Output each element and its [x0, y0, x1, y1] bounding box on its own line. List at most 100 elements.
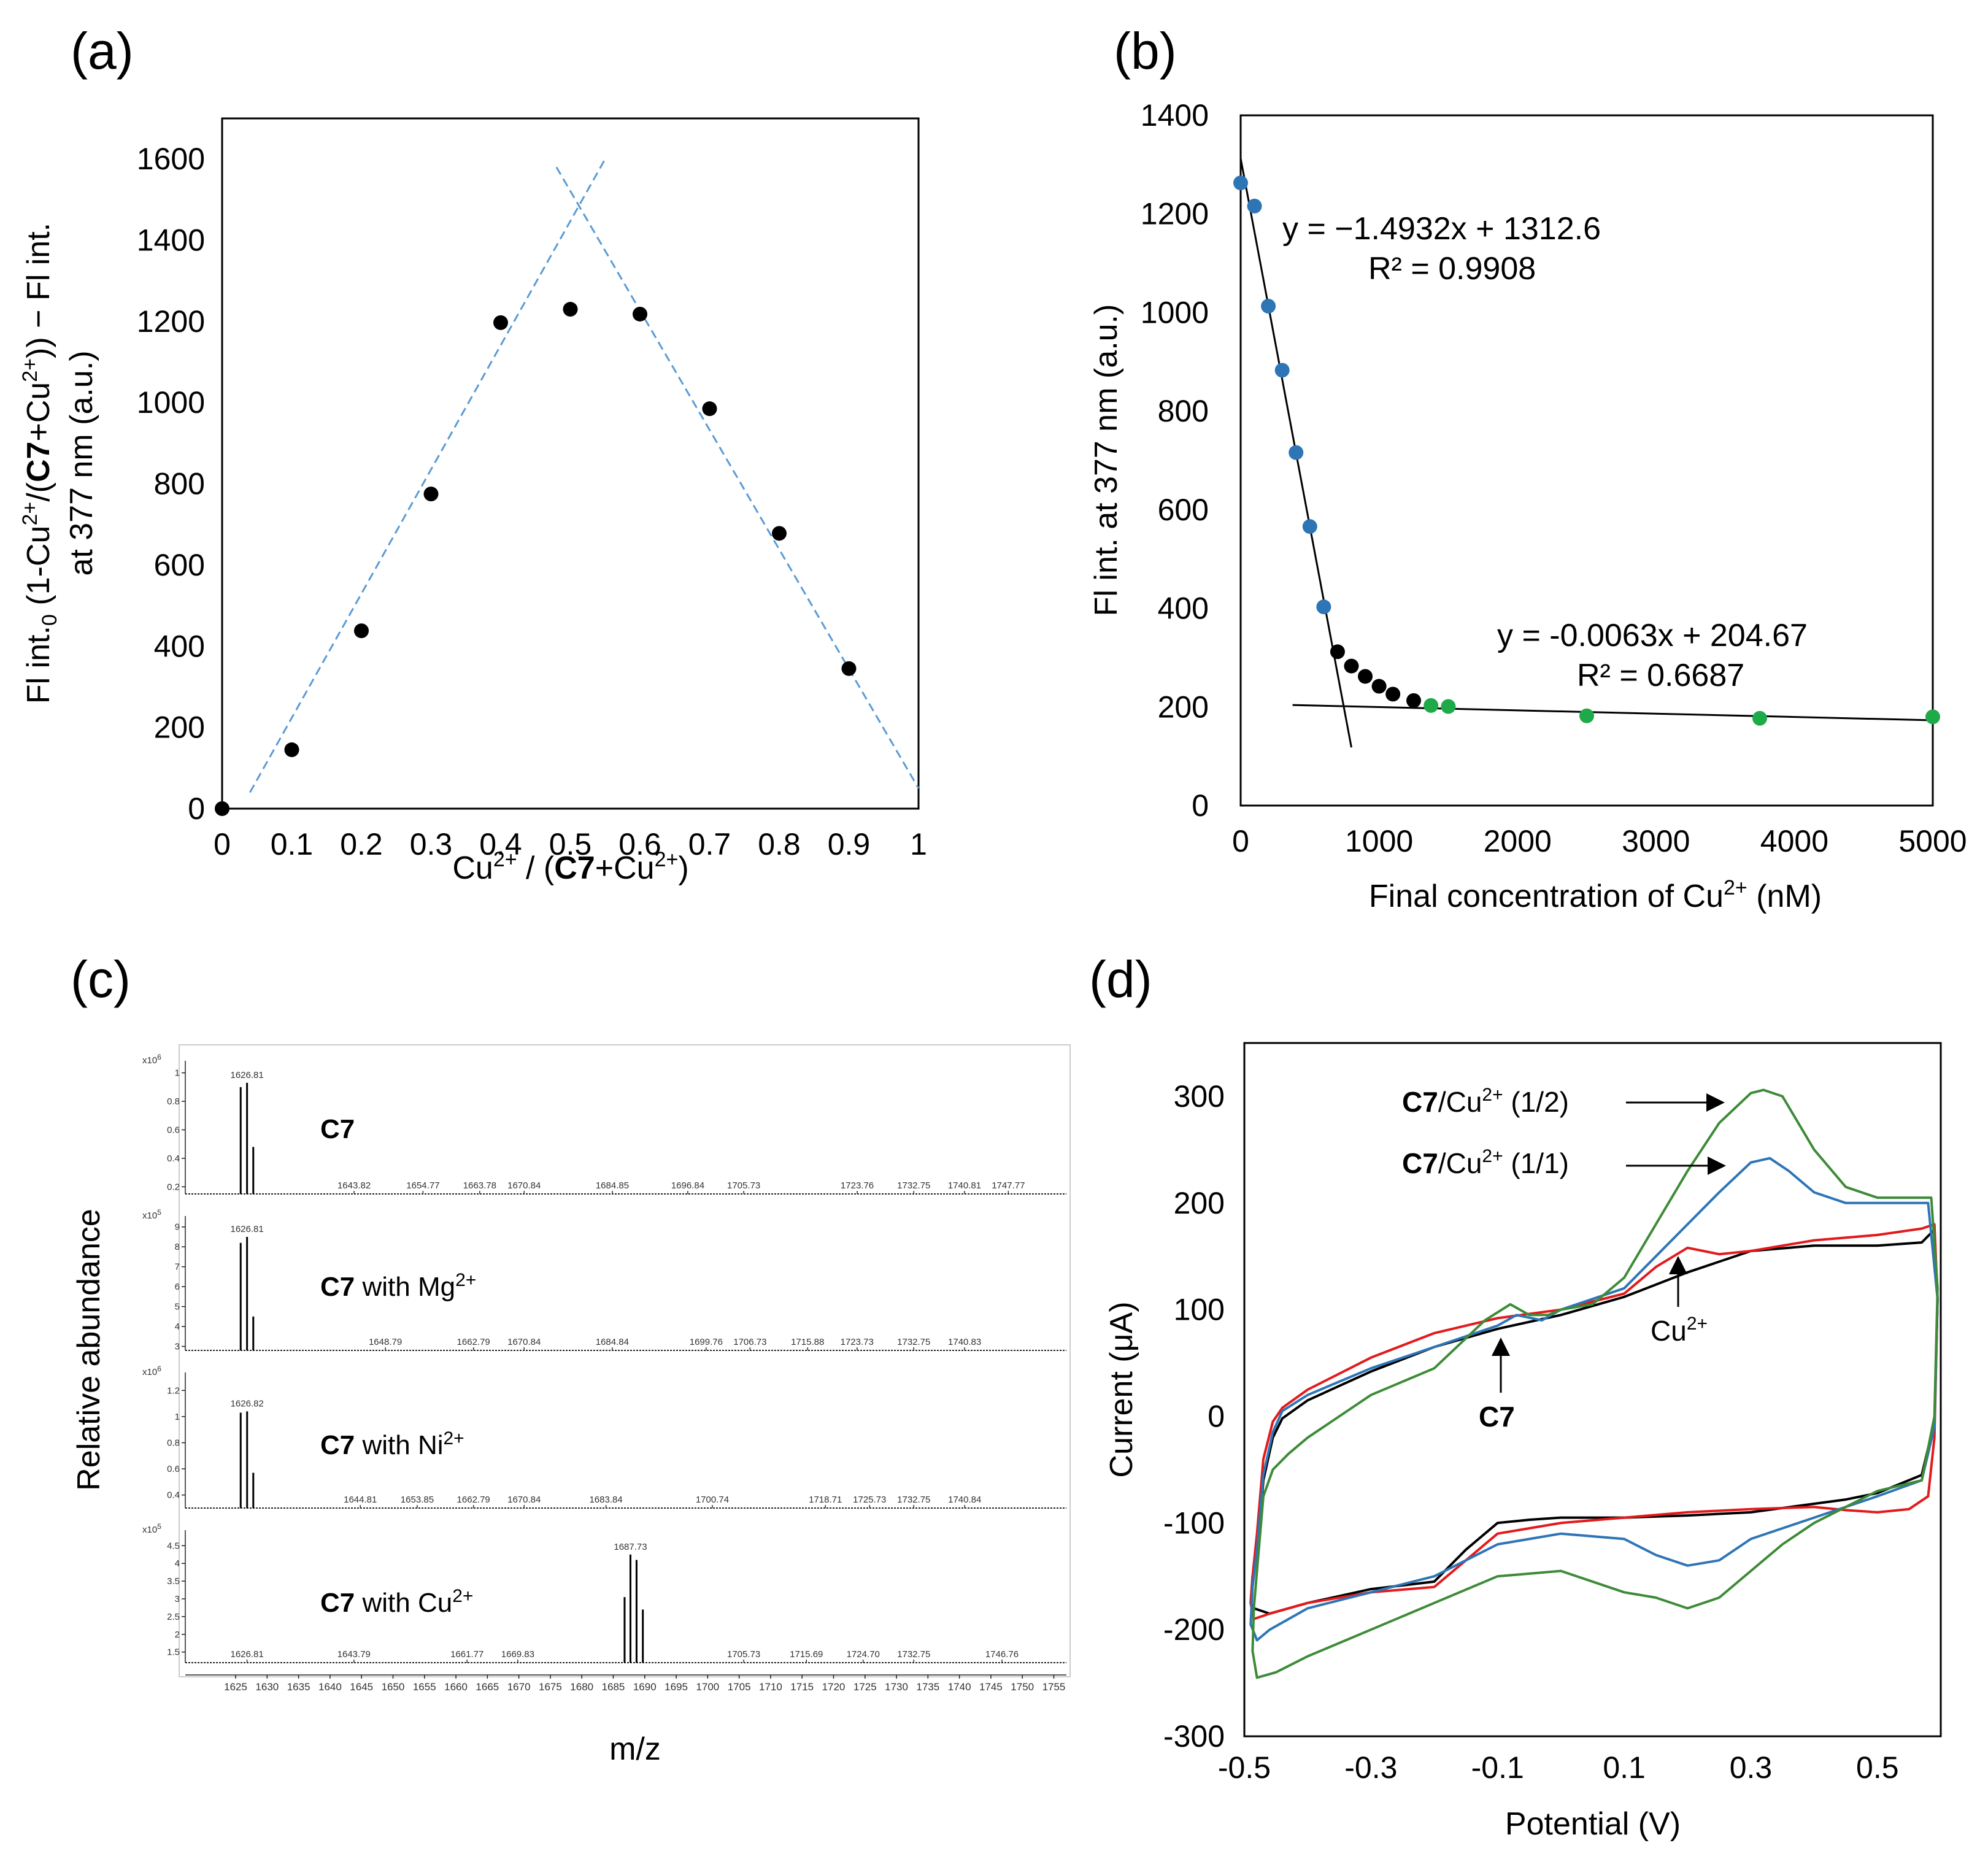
- y-tick-label: 200: [1174, 1186, 1225, 1220]
- x-tick-label: 1745: [979, 1681, 1003, 1693]
- x-tick-label: 1695: [665, 1681, 688, 1693]
- x-tick-label: 4000: [1760, 824, 1828, 858]
- panel-label-b: (b): [1114, 22, 1177, 80]
- y-tick-label: 0: [188, 791, 205, 826]
- x-axis-b: 0 1000 2000 3000 4000 5000: [1232, 824, 1967, 858]
- y-tick-label: 0.6: [167, 1125, 180, 1136]
- fit-equation-2: y = -0.0063x + 204.67: [1497, 618, 1808, 653]
- x-tick-label: 1680: [570, 1681, 593, 1693]
- data-point-black: [1371, 679, 1387, 694]
- y-tick-label: 0.8: [167, 1438, 180, 1449]
- spectrum-3: x106 0.4 0.6 0.8 1 1.2 1626.82 1644.81 1653.85 16…: [142, 1364, 1066, 1509]
- y-tick-label: 800: [154, 467, 205, 501]
- y-tick-label: 3.5: [167, 1576, 180, 1587]
- y-tick-label: 4: [175, 1322, 180, 1332]
- minor-peak-label: 1662.79: [457, 1337, 490, 1347]
- x-tick-label: 1635: [287, 1681, 310, 1693]
- panel-d: (d) -300 -200 -100 0 100 200 300 -0.5 -0.3 -0.1 0…: [1089, 950, 1942, 1842]
- y-tick-label: 8: [175, 1242, 180, 1252]
- x-tick-label: 0.1: [271, 827, 314, 861]
- y-axis-title-d: Current (μA): [1104, 1301, 1139, 1477]
- y-tick-label: 1.2: [167, 1385, 180, 1396]
- y-tick-label: 1200: [1141, 197, 1209, 231]
- x-tick-label: 1625: [224, 1681, 247, 1693]
- minor-peak-label: 1723.76: [841, 1180, 874, 1191]
- y-tick-label: 200: [154, 710, 205, 745]
- data-point: [354, 623, 369, 639]
- minor-peak-label: 1740.81: [948, 1180, 981, 1191]
- minor-peak-label: 1706.73: [733, 1337, 766, 1347]
- sample-name: C7: [320, 1114, 355, 1144]
- cv-curves: [1249, 1088, 1939, 1679]
- data-point-blue: [1261, 298, 1276, 314]
- x-axis-c: 1625 1630 1635 1640 1645 1650 1655 1660 1665 1670…: [185, 1674, 1066, 1693]
- minor-peak-label: 1663.78: [463, 1180, 496, 1191]
- x-tick-label: 1655: [413, 1681, 436, 1693]
- y-tick-label: 2.5: [167, 1612, 180, 1622]
- minor-peak-label: 1696.84: [671, 1180, 704, 1191]
- data-point-blue: [1289, 445, 1304, 460]
- y-tick-label: 0.8: [167, 1096, 180, 1107]
- minor-peak-label: 1740.83: [948, 1337, 981, 1347]
- y-tick-label: 600: [154, 548, 205, 582]
- y-tick-label: 9: [175, 1222, 180, 1233]
- x-tick-label: 1630: [255, 1681, 279, 1693]
- x-tick-label: 1670: [507, 1681, 531, 1693]
- y-tick-label: 0: [1192, 788, 1209, 823]
- data-point-blue: [1274, 363, 1290, 378]
- peak-label: 1626.81: [231, 1224, 264, 1234]
- cv-curve-3: [1249, 1157, 1939, 1642]
- peak-label: 1626.82: [231, 1398, 264, 1409]
- y-tick-label: 300: [1174, 1079, 1225, 1114]
- annotation-c7-cu-1-2: C7/Cu2+ (1/2): [1402, 1085, 1569, 1118]
- y-tick-label: 100: [1174, 1293, 1225, 1327]
- y-tick-label: 3: [175, 1342, 180, 1352]
- y-axis-title-a: Fl int.0 (1-Cu2+/(C7+Cu2+)) − Fl int. at…: [18, 223, 99, 704]
- data-point-black: [1385, 687, 1401, 702]
- x-tick-label: 3000: [1622, 824, 1690, 858]
- data-point: [423, 487, 439, 502]
- data-point: [284, 742, 299, 758]
- cv-curve-1: [1249, 1228, 1939, 1615]
- fit-line-1: [249, 158, 606, 793]
- minor-peak-label: 1715.88: [791, 1337, 824, 1347]
- annotation-c7-cu-1-1: C7/Cu2+ (1/1): [1402, 1146, 1569, 1179]
- x-tick-label: 1710: [759, 1681, 782, 1693]
- y-tick-label: 1000: [137, 385, 205, 420]
- minor-peak-label: 1715.69: [790, 1649, 823, 1660]
- y-tick-label: 4.5: [167, 1541, 180, 1551]
- fit-lines-a: [249, 158, 920, 793]
- data-point: [841, 661, 857, 676]
- x-tick-label: 1645: [350, 1681, 373, 1693]
- plot-frame-a: [221, 117, 920, 810]
- x-tick-label: 1640: [318, 1681, 342, 1693]
- y-tick-label: -100: [1163, 1506, 1225, 1540]
- x-tick-label: 0.1: [1603, 1750, 1646, 1785]
- x-tick-label: 0: [1232, 824, 1249, 858]
- minor-peak-label: 1644.81: [344, 1495, 377, 1505]
- x-tick-label: 1705: [728, 1681, 751, 1693]
- fit-equation-1: y = −1.4932x + 1312.6: [1282, 211, 1601, 247]
- y-tick-label: 7: [175, 1262, 180, 1272]
- data-point-green: [1925, 709, 1940, 725]
- panel-label-d: (d): [1089, 950, 1152, 1008]
- y-tick-label: 0.2: [167, 1182, 180, 1192]
- y-tick-label: 0.4: [167, 1153, 180, 1164]
- intensity-exponent: x106: [142, 1364, 161, 1377]
- y-tick-label: 400: [154, 629, 205, 663]
- peak-label: 1687.73: [614, 1542, 647, 1552]
- x-tick-label: -0.1: [1471, 1750, 1524, 1785]
- x-tick-label: 1750: [1011, 1681, 1034, 1693]
- x-tick-label: 1755: [1042, 1681, 1066, 1693]
- minor-peak-label: 1718.71: [809, 1495, 842, 1505]
- minor-peak-label: 1705.73: [727, 1649, 760, 1660]
- minor-peak-label: 1732.75: [897, 1649, 930, 1660]
- spectrum-4: x105 1.5 2 2.5 3 3.5 4 4.5 1687.73 1626.81 1643.79…: [142, 1522, 1066, 1663]
- x-tick-label: -0.3: [1344, 1750, 1397, 1785]
- fit-r2-1: R² = 0.9908: [1368, 251, 1536, 287]
- panel-label-c: (c): [71, 950, 131, 1008]
- y-tick-label: 600: [1158, 493, 1209, 527]
- minor-peak-label: 1684.85: [596, 1180, 629, 1191]
